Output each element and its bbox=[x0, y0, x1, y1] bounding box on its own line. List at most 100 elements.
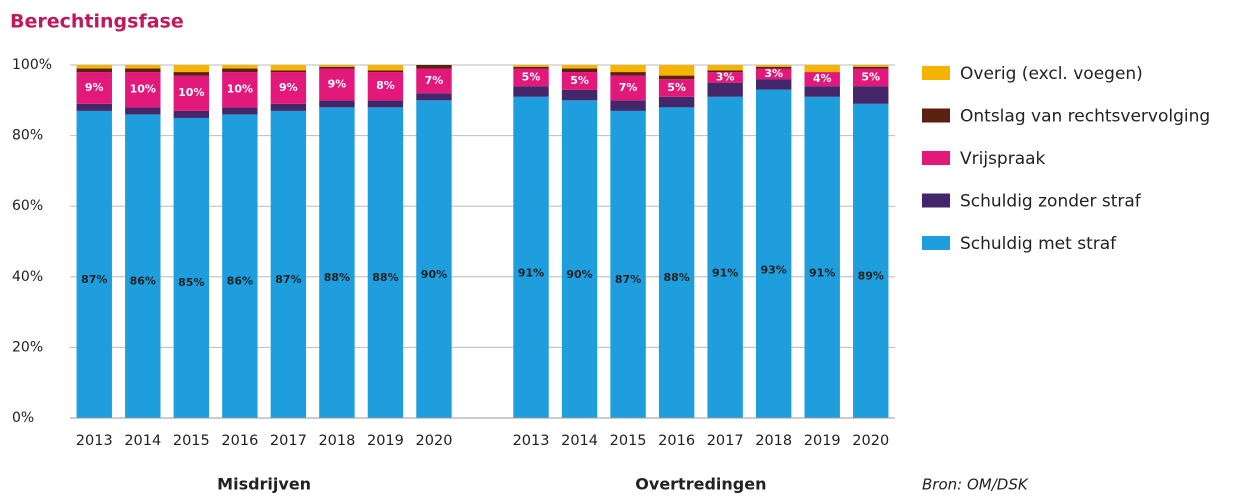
value-label: 86% bbox=[130, 274, 156, 287]
x-tick-label: 2018 bbox=[755, 433, 792, 449]
bar-segment bbox=[76, 103, 112, 111]
bar-segment bbox=[222, 68, 258, 73]
x-tick-label: 2017 bbox=[707, 433, 744, 449]
bar-segment bbox=[270, 110, 307, 418]
x-tick-label: 2020 bbox=[852, 433, 889, 449]
bar-segment bbox=[416, 100, 452, 419]
bar-segment bbox=[270, 72, 307, 104]
bar-segment bbox=[125, 65, 161, 69]
value-label: 7% bbox=[619, 81, 638, 94]
bar-segment bbox=[561, 100, 598, 419]
bar-segment bbox=[513, 86, 549, 97]
legend-swatch bbox=[922, 66, 950, 80]
x-tick-label: 2016 bbox=[658, 433, 695, 449]
value-label: 87% bbox=[615, 273, 641, 286]
chart-title: Berechtingsfase bbox=[10, 11, 184, 33]
x-tick-label: 2020 bbox=[416, 433, 453, 449]
bar-segment bbox=[513, 96, 549, 419]
bar-segment bbox=[513, 65, 549, 67]
x-tick-label: 2013 bbox=[76, 433, 113, 449]
y-tick-label: 80% bbox=[12, 128, 43, 144]
legend-swatch bbox=[922, 151, 950, 165]
bar-segment bbox=[367, 100, 404, 108]
value-label: 10% bbox=[130, 83, 156, 96]
legend-label: Schuldig zonder straf bbox=[960, 192, 1142, 212]
bar-segment bbox=[610, 65, 646, 73]
bar-segment bbox=[658, 79, 695, 97]
bar-segment bbox=[755, 79, 792, 90]
value-label: 9% bbox=[85, 81, 104, 94]
bar-segment bbox=[561, 65, 598, 69]
bar-segment bbox=[853, 66, 889, 69]
bar-segment bbox=[561, 68, 598, 73]
legend-label: Overig (excl. voegen) bbox=[960, 64, 1143, 84]
bar-segment bbox=[319, 66, 355, 69]
value-label: 86% bbox=[227, 274, 253, 287]
bar-segment bbox=[804, 65, 840, 73]
bar-segment bbox=[853, 86, 889, 104]
value-label: 87% bbox=[275, 273, 301, 286]
bar-segment bbox=[610, 75, 646, 101]
source: Bron: OM/DSK bbox=[922, 476, 1029, 494]
value-label: 9% bbox=[279, 81, 298, 94]
y-tick-label: 0% bbox=[12, 410, 34, 426]
x-tick-label: 2018 bbox=[318, 433, 355, 449]
bar-segment bbox=[173, 117, 210, 418]
value-label: 9% bbox=[328, 77, 347, 90]
value-label: 5% bbox=[522, 70, 541, 83]
bar-segment bbox=[76, 65, 112, 69]
value-label: 91% bbox=[712, 266, 738, 279]
value-label: 89% bbox=[858, 270, 884, 283]
bar-segment bbox=[76, 68, 112, 73]
bar-segment bbox=[513, 68, 549, 87]
x-tick-label: 2019 bbox=[804, 433, 841, 449]
value-label: 87% bbox=[81, 273, 107, 286]
bar-segment bbox=[707, 72, 743, 83]
bar-segment bbox=[270, 103, 307, 111]
x-tick-label: 2015 bbox=[173, 433, 210, 449]
bar-segment bbox=[658, 107, 695, 419]
bar-segment bbox=[319, 68, 355, 101]
value-label: 5% bbox=[667, 81, 686, 94]
bar-segment bbox=[610, 110, 646, 418]
legend-label: Schuldig met straf bbox=[960, 234, 1117, 254]
value-label: 88% bbox=[663, 271, 689, 284]
x-tick-label: 2014 bbox=[124, 433, 161, 449]
bar-segment bbox=[319, 65, 355, 67]
y-tick-label: 20% bbox=[12, 339, 43, 355]
group-label: Overtredingen bbox=[635, 475, 766, 494]
value-label: 88% bbox=[324, 271, 350, 284]
legend-swatch bbox=[922, 193, 950, 208]
bar-segment bbox=[76, 110, 112, 418]
value-label: 7% bbox=[425, 74, 444, 87]
bar-segment bbox=[125, 107, 161, 115]
bar-segment bbox=[222, 114, 258, 419]
group-label: Misdrijven bbox=[217, 475, 311, 494]
bar-segment bbox=[610, 100, 646, 111]
value-label: 10% bbox=[178, 86, 204, 99]
value-label: 90% bbox=[566, 268, 592, 281]
bar-segment bbox=[853, 68, 889, 87]
bar-segment bbox=[319, 107, 355, 419]
bar-segment bbox=[755, 65, 792, 67]
bar-segment bbox=[416, 93, 452, 101]
value-label: 90% bbox=[421, 268, 447, 281]
value-label: 88% bbox=[372, 271, 398, 284]
bar-segment bbox=[416, 68, 452, 94]
bar-segment bbox=[367, 70, 404, 73]
bar-segment bbox=[755, 89, 792, 419]
bar-segment bbox=[658, 75, 695, 80]
bar-segment bbox=[222, 107, 258, 115]
value-label: 5% bbox=[570, 74, 589, 87]
y-tick-label: 100% bbox=[12, 57, 52, 73]
value-label: 5% bbox=[861, 70, 880, 83]
bar-segment bbox=[755, 68, 792, 80]
bar-segment bbox=[853, 65, 889, 67]
x-tick-label: 2015 bbox=[610, 433, 647, 449]
bar-segment bbox=[707, 70, 743, 73]
bar-segment bbox=[707, 65, 743, 71]
bar-segment bbox=[610, 72, 646, 76]
bar-segment bbox=[222, 72, 258, 108]
value-label: 10% bbox=[227, 83, 253, 96]
